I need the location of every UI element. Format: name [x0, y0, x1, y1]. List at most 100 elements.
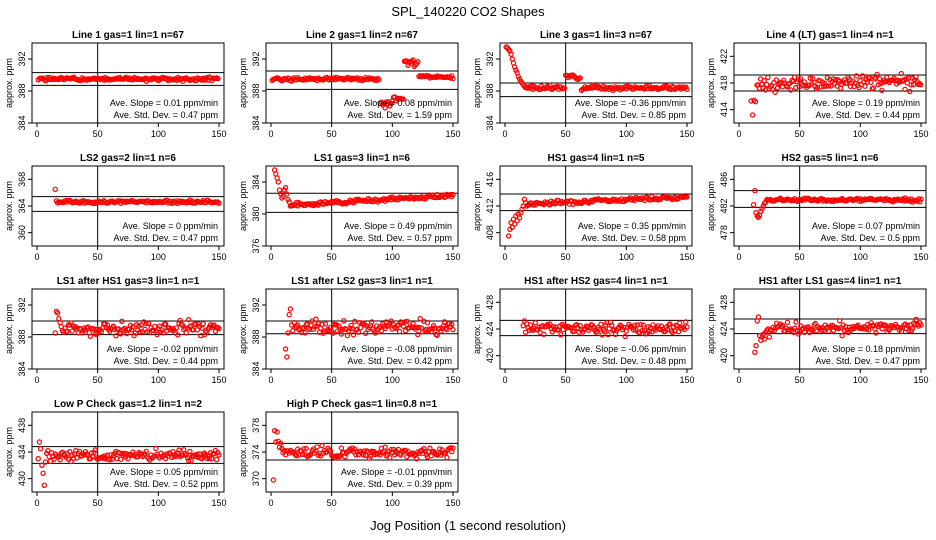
data-point: [859, 73, 866, 79]
x-tick-label: 0: [268, 129, 273, 139]
data-point: [450, 445, 456, 451]
data-point: [314, 444, 320, 450]
subplot-title: HS2 gas=5 lin=1 n=6: [782, 153, 879, 164]
std-dev-annotation: Ave. Std. Dev. = 0.48 ppm: [582, 356, 686, 366]
x-tick-label: 100: [619, 252, 634, 262]
x-tick-label: 100: [385, 375, 400, 385]
y-tick-label: 368: [17, 172, 27, 187]
data-point: [807, 75, 814, 81]
data-point: [421, 446, 427, 452]
data-point: [561, 85, 568, 91]
x-tick-label: 50: [327, 252, 337, 262]
data-point: [416, 324, 422, 331]
data-point: [51, 456, 57, 462]
y-axis-label: approx. ppm: [4, 304, 14, 354]
subplot-title: Low P Check gas=1.2 lin=1 n=2: [54, 399, 202, 410]
data-point: [188, 458, 194, 464]
data-point: [443, 450, 449, 456]
data-point: [184, 455, 191, 461]
data-point: [93, 331, 100, 338]
x-tick-label: 50: [93, 498, 103, 508]
x-tick-label: 100: [151, 375, 166, 385]
y-tick-label: 384: [251, 115, 261, 130]
slope-annotation: Ave. Slope = 0.07 ppm/min: [812, 221, 920, 231]
data-point: [206, 455, 212, 462]
data-point: [302, 330, 308, 336]
subplot: Line 1 gas=1 lin=1 n=67 0 50 100 150 384 388 39…: [4, 30, 227, 139]
data-point: [194, 451, 200, 457]
subplot-title: HS1 after HS2 gas=4 lin=1 n=1: [524, 276, 668, 287]
data-point: [601, 328, 608, 334]
data-point: [291, 319, 297, 326]
x-tick-label: 0: [34, 252, 39, 262]
data-point: [825, 83, 832, 89]
x-tick-label: 50: [561, 375, 571, 385]
y-tick-label: 422: [719, 49, 729, 64]
slope-annotation: Ave. Slope = 0.18 ppm/min: [812, 344, 920, 354]
y-tick-label: 428: [719, 295, 729, 310]
data-point: [684, 86, 690, 93]
x-tick-label: 50: [93, 252, 103, 262]
slope-annotation: Ave. Slope = 0 ppm/min: [122, 221, 218, 231]
std-dev-annotation: Ave. Std. Dev. = 0.47 ppm: [114, 110, 218, 120]
subplot: High P Check gas=1 lin=0.8 n=1 0 50 100 150 3…: [238, 399, 461, 508]
data-point: [41, 482, 48, 488]
subplot-title: HS1 gas=4 lin=1 n=5: [548, 153, 645, 164]
y-axis-label: approx. ppm: [472, 304, 482, 354]
x-tick-label: 100: [151, 498, 166, 508]
y-tick-label: 376: [251, 238, 261, 253]
data-point: [765, 74, 771, 81]
data-point: [162, 321, 169, 327]
x-tick-label: 150: [211, 252, 226, 262]
y-axis-label: approx. ppm: [4, 427, 14, 477]
x-tick-label: 50: [327, 129, 337, 139]
data-point: [823, 83, 829, 89]
data-point: [791, 74, 798, 80]
data-point: [434, 332, 440, 338]
y-tick-label: 388: [251, 83, 261, 98]
data-point: [338, 331, 345, 337]
plot-frame: [31, 42, 225, 124]
data-point: [92, 200, 98, 207]
x-tick-label: 50: [93, 129, 103, 139]
data-point: [753, 343, 759, 349]
slope-annotation: Ave. Slope = 0.05 ppm/min: [110, 467, 218, 477]
data-point: [388, 446, 394, 453]
data-point: [599, 332, 605, 338]
x-tick-label: 0: [268, 498, 273, 508]
y-tick-label: 424: [485, 321, 495, 336]
data-point: [119, 318, 125, 324]
x-tick-label: 100: [151, 129, 166, 139]
y-tick-label: 408: [485, 225, 495, 240]
data-point: [913, 74, 919, 80]
subplot: LS1 after LS2 gas=3 lin=1 n=1 0 50 100 150 38…: [238, 276, 461, 385]
data-point: [876, 75, 883, 82]
data-point: [590, 324, 597, 331]
y-axis-label: approx. ppm: [238, 58, 248, 108]
data-point: [444, 327, 450, 333]
data-point: [213, 456, 220, 463]
data-point: [837, 318, 843, 324]
data-point: [761, 77, 767, 84]
y-tick-label: 412: [485, 198, 495, 213]
y-tick-label: 370: [251, 471, 261, 486]
y-axis-label: approx. ppm: [706, 181, 716, 231]
y-axis-label: approx. ppm: [238, 181, 248, 231]
data-point: [144, 329, 151, 335]
subplot-title: Line 2 gas=1 lin=2 n=67: [306, 30, 418, 41]
data-point: [102, 453, 108, 459]
x-tick-label: 0: [34, 498, 39, 508]
y-tick-label: 392: [251, 51, 261, 66]
y-tick-label: 486: [719, 172, 729, 187]
data-point: [176, 447, 182, 453]
data-point: [401, 319, 408, 325]
data-point: [818, 84, 825, 90]
x-tick-label: 0: [502, 252, 507, 262]
data-point: [577, 75, 583, 81]
y-axis-label: approx. ppm: [4, 58, 14, 108]
data-point: [915, 196, 922, 202]
data-point: [615, 326, 621, 332]
data-point: [369, 319, 375, 325]
data-point: [215, 75, 221, 82]
y-tick-label: 384: [251, 361, 261, 376]
